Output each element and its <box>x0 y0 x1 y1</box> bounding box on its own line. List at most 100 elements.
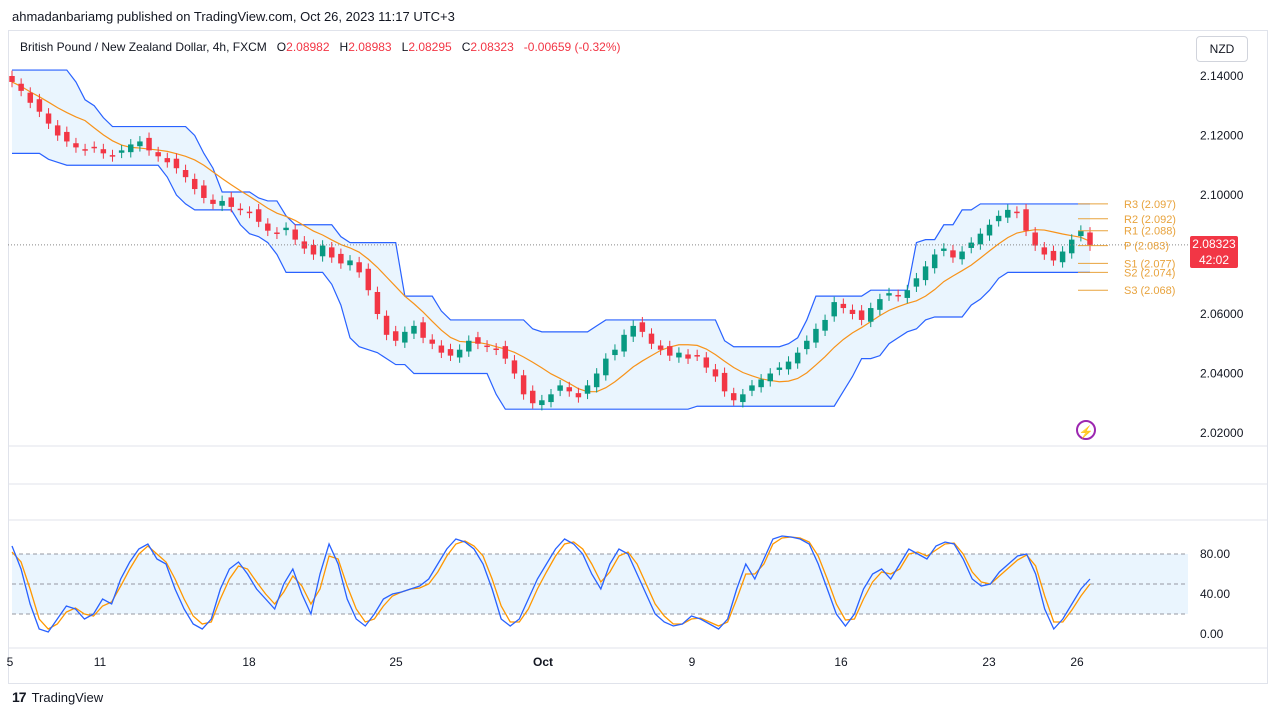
stoch-tick-label: 80.00 <box>1200 547 1230 561</box>
pivot-label: R1 (2.088) <box>1124 226 1176 238</box>
lightning-icon[interactable]: ⚡ <box>1076 420 1096 440</box>
candle-body <box>392 331 399 341</box>
candle-body <box>9 76 15 82</box>
time-tick-label: 26 <box>1070 655 1084 669</box>
candle-body <box>64 131 70 142</box>
candle-body <box>794 352 801 364</box>
stoch-tick-label: 0.00 <box>1200 627 1224 641</box>
candle-body <box>977 233 984 245</box>
candle-body <box>539 400 545 406</box>
candle-body <box>529 390 536 404</box>
tradingview-logo-icon: 17 <box>12 689 27 705</box>
candle-body <box>54 125 61 136</box>
time-tick-label: 9 <box>689 655 696 669</box>
candle-body <box>338 253 344 264</box>
last-price: 2.08323 <box>1192 237 1236 251</box>
candle-body <box>283 227 289 231</box>
candle-body <box>365 268 372 291</box>
upper-band-line <box>12 69 1090 348</box>
candle-body <box>941 248 947 251</box>
candle-body <box>1059 251 1066 263</box>
candle-body <box>511 360 518 374</box>
pivot-label: S3 (2.068) <box>1124 285 1175 297</box>
candle-body <box>657 345 664 350</box>
candle-body <box>612 349 618 356</box>
baseline-line <box>11 81 1091 393</box>
high-value: 2.08983 <box>348 40 392 54</box>
candle-body <box>420 322 426 338</box>
candle-body <box>1032 232 1038 246</box>
candle-body <box>904 290 911 298</box>
time-tick-label: 16 <box>834 655 848 669</box>
candle-body <box>1014 211 1020 214</box>
candle-body <box>685 354 691 359</box>
candle-body <box>100 149 107 154</box>
candle-body <box>922 266 929 281</box>
open-value: 2.08982 <box>286 40 330 54</box>
candle-body <box>621 334 627 352</box>
candle-body <box>246 211 253 214</box>
lower-band-line <box>12 152 1090 410</box>
candle-body <box>493 348 499 351</box>
candle-body <box>319 245 326 257</box>
candle-body <box>228 197 234 207</box>
candle-body <box>886 293 892 296</box>
tradingview-brand: TradingView <box>31 689 104 705</box>
candle-body <box>1023 209 1029 231</box>
time-tick-label: Oct <box>533 655 553 669</box>
candle-body <box>374 291 381 314</box>
candle-body <box>575 393 582 398</box>
candle-body <box>301 241 308 249</box>
chart-frame <box>8 30 1268 684</box>
price-tick-label: 2.10000 <box>1200 188 1244 202</box>
low-label: L <box>401 40 409 54</box>
candle-body <box>849 309 856 314</box>
candle-body <box>484 345 490 348</box>
candle-body <box>466 340 472 352</box>
candle-body <box>557 385 563 391</box>
symbol-header: British Pound / New Zealand Dollar, 4h, … <box>20 40 621 54</box>
candle-body <box>913 278 920 287</box>
candle-body <box>18 83 24 91</box>
candle-body <box>155 152 161 157</box>
candle-body <box>164 158 171 163</box>
candle-body <box>593 373 600 388</box>
price-tick-label: 2.04000 <box>1200 367 1244 381</box>
pivot-label: S1 (2.077) <box>1124 258 1175 270</box>
candle-body <box>347 260 353 266</box>
stoch-tick-label: 40.00 <box>1200 587 1230 601</box>
candle-body <box>740 394 746 403</box>
symbol-title[interactable]: British Pound / New Zealand Dollar, 4h, … <box>20 40 267 54</box>
candle-body <box>877 299 883 310</box>
candle-body <box>137 141 143 147</box>
candle-body <box>758 379 764 388</box>
candle-body <box>411 325 417 334</box>
time-tick-label: 5 <box>7 655 14 669</box>
candle-body <box>109 155 116 157</box>
candle-body <box>776 367 783 370</box>
time-tick-label: 25 <box>389 655 403 669</box>
candle-body <box>237 208 244 211</box>
pivot-label: R2 (2.092) <box>1124 214 1176 226</box>
candle-body <box>502 346 509 359</box>
candle-body <box>639 322 646 332</box>
candle-body <box>730 393 737 401</box>
last-price-tag: 2.08323 42:02 <box>1190 236 1238 268</box>
candle-body <box>118 150 125 153</box>
candle-body <box>383 315 390 335</box>
candle-body <box>548 394 554 403</box>
candle-body <box>1005 209 1011 218</box>
candle-body <box>45 113 52 124</box>
candle-body <box>603 358 609 376</box>
candle-body <box>456 349 463 358</box>
candle-body <box>721 372 728 392</box>
candle-body <box>694 355 700 357</box>
candle-body <box>648 333 655 344</box>
currency-badge[interactable]: NZD <box>1196 36 1248 62</box>
candle-body <box>950 250 956 258</box>
candle-body <box>986 224 993 236</box>
publisher-line: ahmadanbariamg published on TradingView.… <box>12 9 455 24</box>
candle-body <box>447 349 454 356</box>
candle-body <box>128 144 134 153</box>
